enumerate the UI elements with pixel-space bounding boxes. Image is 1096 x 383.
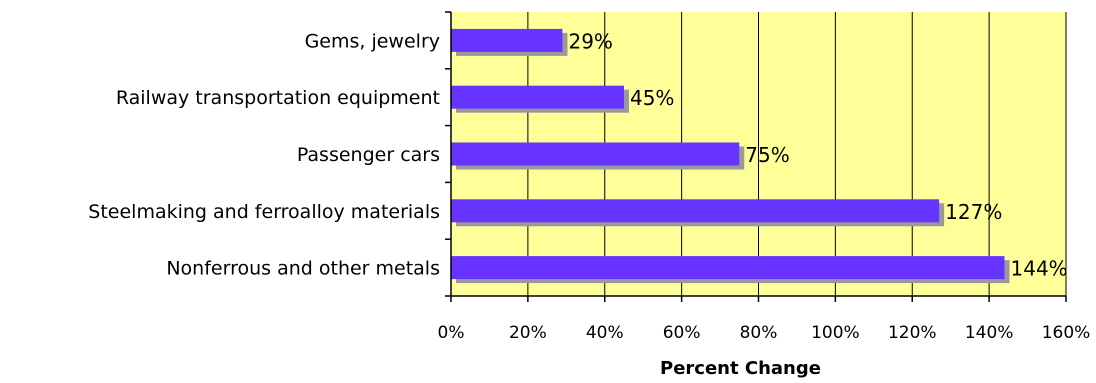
category-label: Nonferrous and other metals	[166, 258, 440, 280]
x-tick-label: 40%	[586, 323, 624, 343]
category-label: Gems, jewelry	[305, 30, 440, 52]
bar	[451, 142, 740, 166]
data-label: 29%	[568, 29, 612, 53]
data-label: 75%	[745, 143, 789, 167]
x-tick-label: 160%	[1042, 323, 1091, 343]
bar	[451, 256, 1005, 280]
bar	[451, 199, 940, 223]
bar	[451, 28, 563, 52]
data-label: 45%	[630, 86, 674, 110]
axes	[445, 11, 1067, 302]
x-tick-label: 0%	[438, 323, 465, 343]
x-tick-labels: 0% 20% 40% 60% 80% 100% 120% 140% 160%	[438, 323, 1091, 343]
x-tick-label: 100%	[811, 323, 860, 343]
x-axis-title: Percent Change	[660, 358, 821, 379]
data-label: 144%	[1011, 257, 1068, 281]
data-label: 127%	[945, 200, 1002, 224]
category-labels: Gems, jewelry Railway transportation equi…	[88, 30, 440, 279]
x-tick-label: 20%	[509, 323, 547, 343]
bars	[451, 28, 1005, 280]
bar	[451, 85, 624, 109]
x-tick-label: 120%	[888, 323, 937, 343]
x-tick-label: 60%	[663, 323, 701, 343]
x-tick-label: 80%	[740, 323, 778, 343]
data-labels: 29% 45% 75% 127% 144%	[568, 29, 1067, 280]
category-label: Steelmaking and ferroalloy materials	[88, 201, 440, 223]
category-label: Passenger cars	[297, 144, 440, 166]
category-label: Railway transportation equipment	[116, 87, 440, 109]
x-tick-label: 140%	[965, 323, 1014, 343]
